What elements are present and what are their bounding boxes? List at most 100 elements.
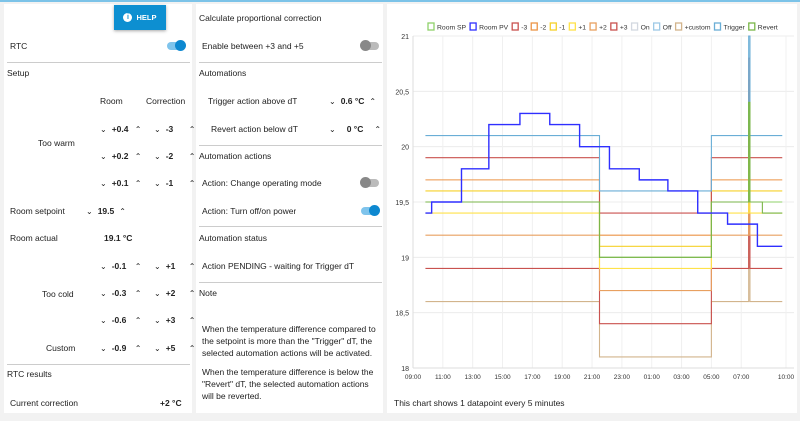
chevron-up-icon[interactable]: ⌃ <box>369 96 377 106</box>
chevron-up-icon[interactable]: ⌃ <box>188 178 196 188</box>
chevron-down-icon[interactable]: ⌄ <box>154 124 161 134</box>
chevron-down-icon[interactable]: ⌄ <box>100 178 107 188</box>
correction-stepper[interactable]: ⌄ -2 ⌃ <box>154 151 196 161</box>
y-tick-label: 20,5 <box>395 89 409 96</box>
too-warm-label: Too warm <box>38 138 75 148</box>
legend-entry[interactable]: On <box>641 25 650 32</box>
note-heading: Note <box>199 288 217 298</box>
legend-entry[interactable]: -3 <box>521 25 527 32</box>
x-tick-label: 05:00 <box>703 374 720 381</box>
legend-entry[interactable]: Trigger <box>724 25 746 32</box>
chevron-up-icon[interactable]: ⌃ <box>134 124 142 134</box>
action-mode-toggle[interactable] <box>360 177 379 188</box>
chevron-down-icon[interactable]: ⌄ <box>86 206 93 216</box>
legend-entry[interactable]: +2 <box>599 25 607 32</box>
room-offset-stepper[interactable]: ⌄ -0.6 ⌃ <box>100 315 142 325</box>
legend-entry[interactable]: +1 <box>578 25 586 32</box>
correction-stepper[interactable]: ⌄ +1 ⌃ <box>154 261 196 271</box>
chevron-down-icon[interactable]: ⌄ <box>154 261 161 271</box>
chevron-down-icon[interactable]: ⌄ <box>329 96 336 106</box>
x-tick-label: 15:00 <box>494 374 511 381</box>
chevron-down-icon[interactable]: ⌄ <box>154 288 161 298</box>
legend-entry[interactable]: Room SP <box>437 25 467 32</box>
legend-entry[interactable]: Room PV <box>479 25 509 32</box>
chevron-up-icon[interactable]: ⌃ <box>188 288 196 298</box>
chevron-up-icon[interactable]: ⌃ <box>134 315 142 325</box>
y-tick-label: 18 <box>401 366 409 373</box>
chevron-up-icon[interactable]: ⌃ <box>134 178 142 188</box>
x-tick-label: 10:00 <box>778 374 795 381</box>
room-header: Room <box>100 96 123 106</box>
divider <box>7 62 190 63</box>
chart-caption: This chart shows 1 datapoint every 5 min… <box>394 398 565 408</box>
legend-swatch <box>630 22 639 31</box>
trigger-stepper[interactable]: ⌄ 0.6 °C ⌃ <box>329 96 377 106</box>
chevron-up-icon[interactable]: ⌃ <box>188 315 196 325</box>
note-trigger-text: When the temperature difference compared… <box>202 324 376 358</box>
room-offset-stepper[interactable]: ⌄ +0.1 ⌃ <box>100 178 142 188</box>
rtc-setup-card <box>4 4 192 413</box>
chevron-down-icon[interactable]: ⌄ <box>154 151 161 161</box>
correction-stepper[interactable]: ⌄ +2 ⌃ <box>154 288 196 298</box>
automation-card <box>196 4 383 413</box>
chevron-up-icon[interactable]: ⌃ <box>119 206 126 216</box>
chevron-down-icon[interactable]: ⌄ <box>100 343 107 353</box>
correction-stepper[interactable]: ⌄ -3 ⌃ <box>154 124 196 134</box>
chevron-up-icon[interactable]: ⌃ <box>134 261 142 271</box>
y-tick-label: 20 <box>401 145 409 152</box>
chevron-down-icon[interactable]: ⌄ <box>100 288 107 298</box>
correction-header: Correction <box>146 96 186 106</box>
chevron-up-icon[interactable]: ⌃ <box>374 124 382 134</box>
room-offset-stepper[interactable]: ⌄ -0.3 ⌃ <box>100 288 142 298</box>
chevron-down-icon[interactable]: ⌄ <box>154 315 161 325</box>
current-correction-label: Current correction <box>10 398 79 408</box>
info-icon: i <box>123 13 133 22</box>
chevron-down-icon[interactable]: ⌄ <box>100 151 107 161</box>
legend-swatch <box>713 22 722 31</box>
room-offset-stepper[interactable]: ⌄ +0.2 ⌃ <box>100 151 142 161</box>
chevron-up-icon[interactable]: ⌃ <box>134 343 142 353</box>
chevron-down-icon[interactable]: ⌄ <box>154 178 161 188</box>
action-power-toggle[interactable] <box>361 205 380 216</box>
results-heading: RTC results <box>7 369 52 379</box>
chevron-up-icon[interactable]: ⌃ <box>188 124 196 134</box>
chevron-up-icon[interactable]: ⌃ <box>134 151 142 161</box>
x-tick-label: 11:00 <box>435 374 451 381</box>
room-offset-stepper[interactable]: ⌄ +0.4 ⌃ <box>100 124 142 134</box>
legend-entry[interactable]: +custom <box>685 25 711 32</box>
enable-proportional-toggle[interactable] <box>360 40 379 51</box>
legend-swatch <box>549 22 557 31</box>
chevron-down-icon[interactable]: ⌄ <box>100 124 107 134</box>
chevron-down-icon[interactable]: ⌄ <box>100 261 107 271</box>
chevron-up-icon[interactable]: ⌃ <box>188 343 196 353</box>
setpoint-stepper[interactable]: ⌄ 19.5 ⌃ <box>86 206 126 216</box>
room-offset-stepper[interactable]: ⌄ -0.1 ⌃ <box>100 261 142 271</box>
chevron-down-icon[interactable]: ⌄ <box>329 124 336 134</box>
custom-label: Custom <box>46 343 76 353</box>
legend-swatch <box>610 22 618 31</box>
legend-entry[interactable]: -2 <box>540 25 546 32</box>
x-tick-label: 01:00 <box>644 374 661 381</box>
revert-stepper[interactable]: ⌄ 0 °C ⌃ <box>329 124 382 134</box>
divider <box>7 364 190 365</box>
divider <box>199 62 382 63</box>
correction-stepper[interactable]: ⌄ +5 ⌃ <box>154 343 196 353</box>
correction-stepper[interactable]: ⌄ -1 ⌃ <box>154 178 196 188</box>
legend-entry[interactable]: +3 <box>620 25 628 32</box>
help-button[interactable]: i HELP <box>114 5 166 30</box>
chevron-up-icon[interactable]: ⌃ <box>134 288 142 298</box>
chevron-down-icon[interactable]: ⌄ <box>100 315 107 325</box>
legend-entry[interactable]: Revert <box>758 25 778 32</box>
legend-entry[interactable]: -1 <box>559 25 565 32</box>
chevron-down-icon[interactable]: ⌄ <box>154 343 161 353</box>
rtc-toggle[interactable] <box>167 40 186 51</box>
chevron-up-icon[interactable]: ⌃ <box>188 151 196 161</box>
divider <box>199 145 382 146</box>
room-offset-stepper[interactable]: ⌄ -0.9 ⌃ <box>100 343 142 353</box>
chevron-up-icon[interactable]: ⌃ <box>188 261 196 271</box>
legend-entry[interactable]: Off <box>663 25 672 32</box>
x-tick-label: 13:00 <box>465 374 482 381</box>
action-power-label: Action: Turn off/on power <box>202 206 297 216</box>
correction-stepper[interactable]: ⌄ +3 ⌃ <box>154 315 196 325</box>
legend-swatch <box>589 22 597 31</box>
